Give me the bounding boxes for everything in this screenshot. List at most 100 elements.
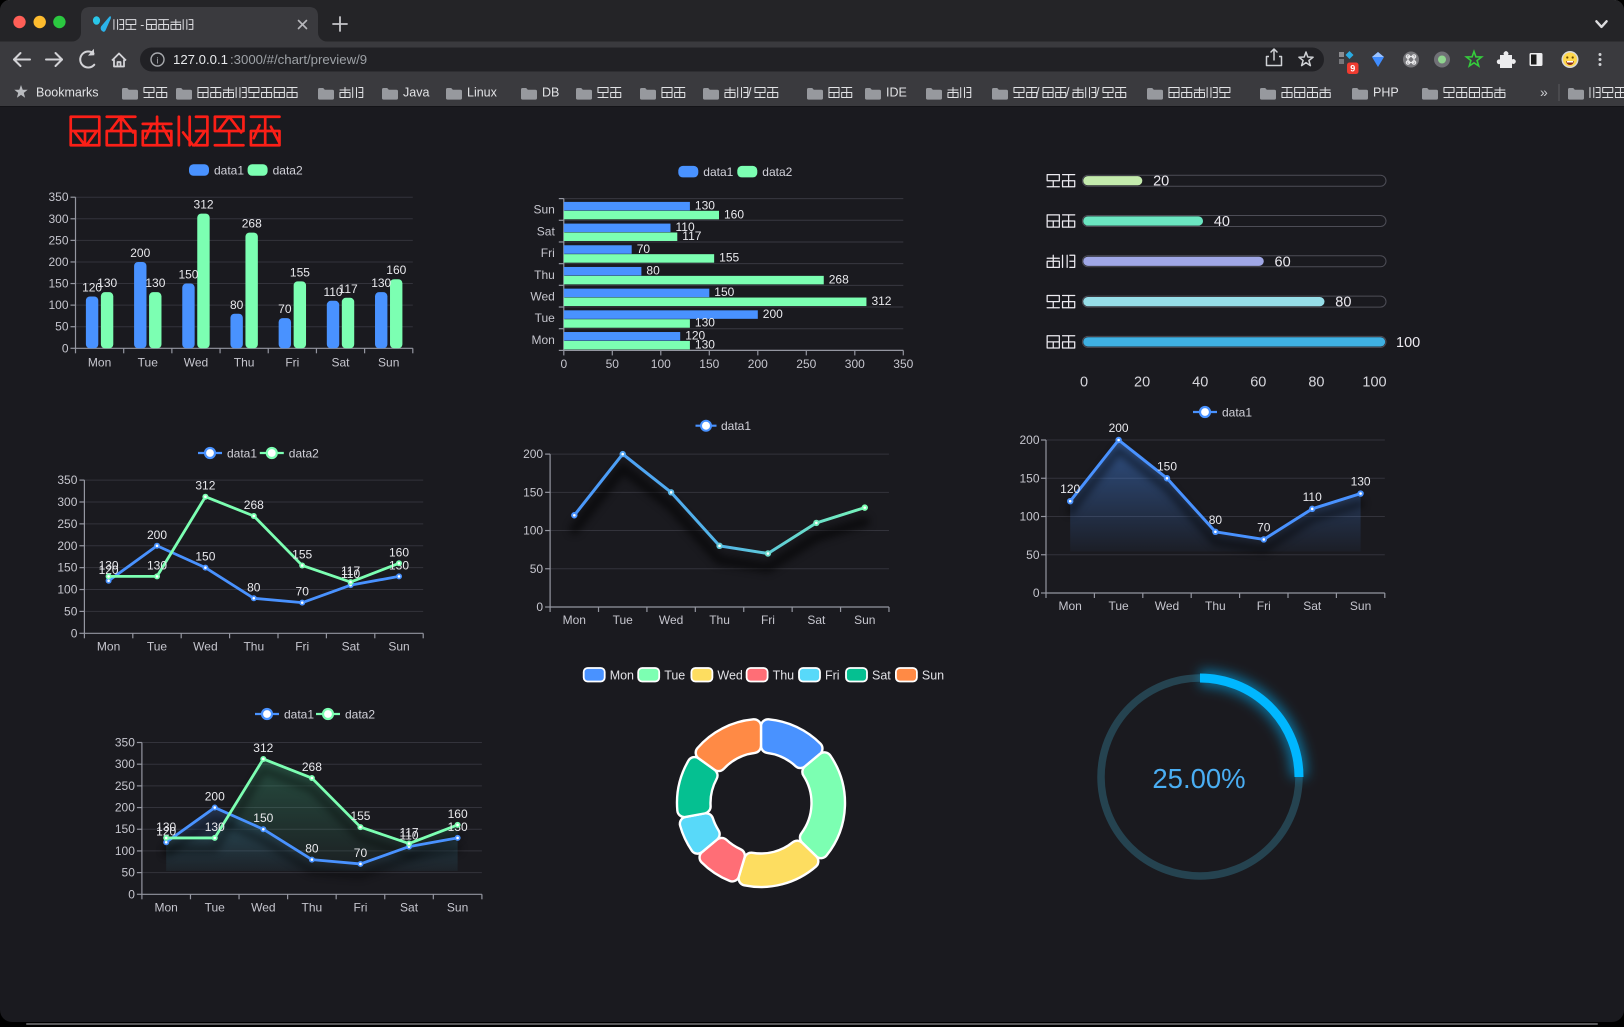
svg-text:70: 70 xyxy=(278,302,292,316)
svg-text:130: 130 xyxy=(97,276,117,290)
svg-text:300: 300 xyxy=(845,357,865,371)
svg-text:data2: data2 xyxy=(289,446,319,460)
svg-text:50: 50 xyxy=(64,604,78,618)
svg-text:Fri: Fri xyxy=(285,355,299,369)
svg-text:60: 60 xyxy=(1275,254,1291,270)
svg-text:Tue: Tue xyxy=(664,668,685,682)
svg-text:350: 350 xyxy=(893,357,913,371)
svg-text:117: 117 xyxy=(399,826,418,840)
svg-text:110: 110 xyxy=(1303,490,1322,504)
svg-text:300: 300 xyxy=(48,212,68,226)
svg-text:127.0.0.1: 127.0.0.1 xyxy=(173,52,228,67)
svg-text:Wed: Wed xyxy=(1155,599,1179,613)
svg-text:250: 250 xyxy=(57,517,77,531)
svg-text:Thu: Thu xyxy=(534,268,555,282)
svg-text:Sun: Sun xyxy=(388,639,409,653)
svg-text:0: 0 xyxy=(71,626,78,640)
svg-text:-: - xyxy=(140,18,144,32)
svg-text:268: 268 xyxy=(829,272,849,286)
svg-text:155: 155 xyxy=(350,809,370,823)
svg-text:Sun: Sun xyxy=(922,668,944,682)
svg-text:80: 80 xyxy=(247,580,261,594)
svg-text:50: 50 xyxy=(606,357,620,371)
svg-text:Sun: Sun xyxy=(854,613,875,627)
svg-text:Fri: Fri xyxy=(825,668,840,682)
svg-text:100: 100 xyxy=(1396,335,1420,351)
svg-text:i: i xyxy=(156,55,158,66)
svg-text:Fri: Fri xyxy=(295,639,309,653)
svg-text:40: 40 xyxy=(1214,214,1230,230)
svg-text:Wed: Wed xyxy=(530,289,554,303)
svg-text:Thu: Thu xyxy=(243,639,264,653)
svg-text:160: 160 xyxy=(386,263,406,277)
svg-text:100: 100 xyxy=(57,583,77,597)
svg-text:data1: data1 xyxy=(703,165,733,179)
svg-text:130: 130 xyxy=(147,558,167,572)
svg-text:Tue: Tue xyxy=(535,311,556,325)
svg-text:DB: DB xyxy=(542,86,559,100)
svg-text:80: 80 xyxy=(1335,295,1351,311)
svg-text:200: 200 xyxy=(1019,433,1039,447)
svg-text:200: 200 xyxy=(1109,421,1129,435)
svg-text:200: 200 xyxy=(57,539,77,553)
svg-text:110: 110 xyxy=(341,567,360,581)
svg-text:70: 70 xyxy=(354,846,368,860)
svg-text:/: / xyxy=(1066,86,1070,100)
svg-text:312: 312 xyxy=(871,294,891,308)
svg-text:250: 250 xyxy=(115,779,135,793)
svg-text:120: 120 xyxy=(156,824,176,838)
svg-text:0: 0 xyxy=(62,341,69,355)
svg-text:160: 160 xyxy=(448,807,468,821)
svg-text:40: 40 xyxy=(1192,375,1208,391)
svg-text:Sat: Sat xyxy=(1303,599,1322,613)
svg-text:70: 70 xyxy=(296,585,310,599)
svg-text:70: 70 xyxy=(1257,520,1271,534)
svg-text:50: 50 xyxy=(122,866,136,880)
svg-text:150: 150 xyxy=(195,550,215,564)
svg-text:data2: data2 xyxy=(345,707,375,721)
svg-text:130: 130 xyxy=(156,820,176,834)
svg-text:268: 268 xyxy=(244,498,264,512)
svg-text:Thu: Thu xyxy=(773,668,795,682)
svg-text:data1: data1 xyxy=(721,419,751,433)
svg-text:Fri: Fri xyxy=(761,613,775,627)
svg-text:Sat: Sat xyxy=(807,613,826,627)
svg-text:155: 155 xyxy=(290,265,310,279)
svg-text:/: / xyxy=(1036,86,1040,100)
svg-text:Sat: Sat xyxy=(872,668,891,682)
svg-text:350: 350 xyxy=(48,190,68,204)
svg-text:200: 200 xyxy=(130,246,150,260)
svg-text:155: 155 xyxy=(719,251,739,265)
svg-text:Sat: Sat xyxy=(537,224,556,238)
svg-text:Fri: Fri xyxy=(353,900,367,914)
svg-text:130: 130 xyxy=(1351,475,1371,489)
svg-text:100: 100 xyxy=(1019,510,1039,524)
svg-text:110: 110 xyxy=(399,829,418,843)
svg-text:0: 0 xyxy=(1033,586,1040,600)
svg-text:200: 200 xyxy=(48,255,68,269)
svg-text:Sun: Sun xyxy=(1350,599,1371,613)
svg-text:Wed: Wed xyxy=(184,355,208,369)
svg-text:50: 50 xyxy=(530,562,544,576)
svg-text:Tue: Tue xyxy=(205,900,226,914)
svg-text:100: 100 xyxy=(523,524,543,538)
svg-text:80: 80 xyxy=(646,263,660,277)
svg-text:Linux: Linux xyxy=(467,86,498,100)
svg-text:50: 50 xyxy=(1026,548,1040,562)
svg-text:200: 200 xyxy=(147,528,167,542)
svg-text:IDE: IDE xyxy=(886,86,907,100)
svg-text:300: 300 xyxy=(57,495,77,509)
svg-text:312: 312 xyxy=(195,479,215,493)
svg-text:200: 200 xyxy=(763,307,783,321)
svg-text:Sat: Sat xyxy=(342,639,361,653)
svg-text:130: 130 xyxy=(695,337,715,351)
svg-text:/: / xyxy=(748,86,752,100)
svg-text:130: 130 xyxy=(205,820,225,834)
svg-text:100: 100 xyxy=(115,844,135,858)
svg-text:150: 150 xyxy=(714,285,734,299)
svg-text:25.00%: 25.00% xyxy=(1152,763,1245,794)
svg-text:160: 160 xyxy=(389,545,409,559)
svg-text:data1: data1 xyxy=(214,164,244,178)
svg-text:120: 120 xyxy=(82,280,102,294)
svg-text:130: 130 xyxy=(145,276,165,290)
